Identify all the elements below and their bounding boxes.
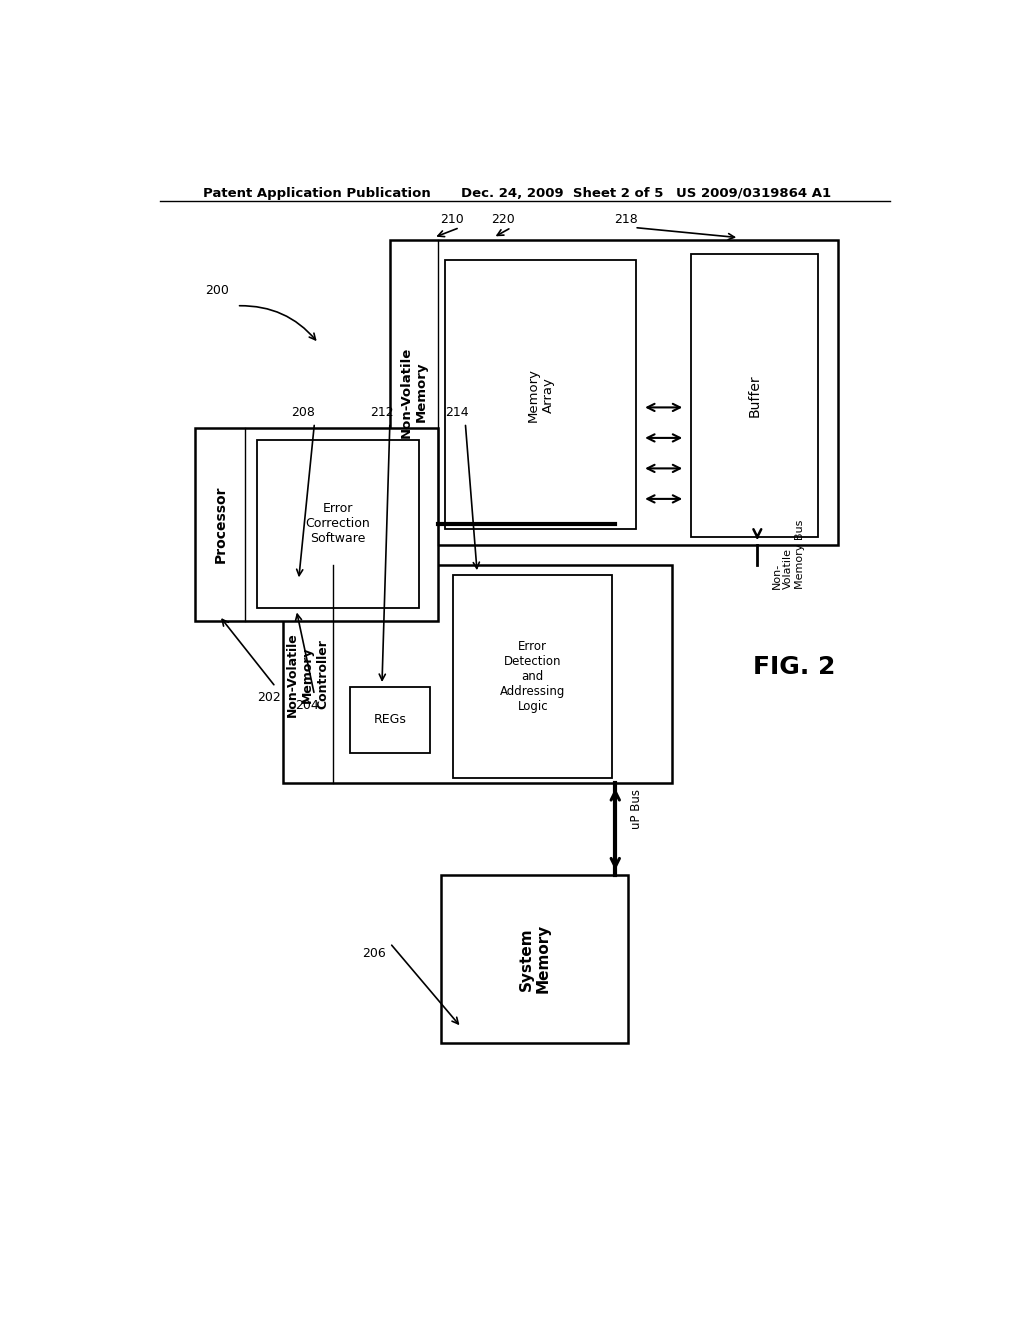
Text: 200: 200 [205, 284, 228, 297]
Bar [196, 428, 437, 620]
Bar [390, 240, 839, 545]
Text: Processor: Processor [213, 486, 227, 564]
Text: 214: 214 [445, 407, 469, 418]
Bar [445, 260, 636, 529]
Text: 210: 210 [440, 213, 464, 226]
Text: System
Memory: System Memory [518, 924, 551, 994]
Text: Buffer: Buffer [748, 374, 762, 417]
Bar [257, 440, 419, 607]
Bar [441, 875, 628, 1043]
Text: Memory
Array: Memory Array [526, 368, 555, 421]
Text: Non-
Volatile
Memory Bus: Non- Volatile Memory Bus [772, 520, 805, 590]
Text: uP Bus: uP Bus [630, 789, 642, 829]
Text: Error
Detection
and
Addressing
Logic: Error Detection and Addressing Logic [500, 640, 565, 713]
Text: FIG. 2: FIG. 2 [754, 655, 836, 678]
Text: 208: 208 [291, 407, 314, 418]
Bar [283, 565, 672, 784]
Text: 204: 204 [295, 698, 318, 711]
Text: REGs: REGs [374, 714, 407, 726]
Text: 206: 206 [362, 946, 386, 960]
Bar [454, 576, 612, 779]
Text: 202: 202 [257, 690, 282, 704]
Text: US 2009/0319864 A1: US 2009/0319864 A1 [676, 187, 830, 199]
Text: Dec. 24, 2009  Sheet 2 of 5: Dec. 24, 2009 Sheet 2 of 5 [461, 187, 664, 199]
Text: Patent Application Publication: Patent Application Publication [204, 187, 431, 199]
Text: Non-Volatile
Memory
Controller: Non-Volatile Memory Controller [287, 632, 330, 717]
Text: 212: 212 [370, 407, 394, 418]
Bar [691, 253, 818, 536]
Bar [350, 686, 430, 752]
Text: Error
Correction
Software: Error Correction Software [305, 503, 371, 545]
Text: 220: 220 [492, 213, 515, 226]
Text: Non-Volatile
Memory: Non-Volatile Memory [399, 347, 428, 438]
Text: 218: 218 [614, 213, 638, 226]
